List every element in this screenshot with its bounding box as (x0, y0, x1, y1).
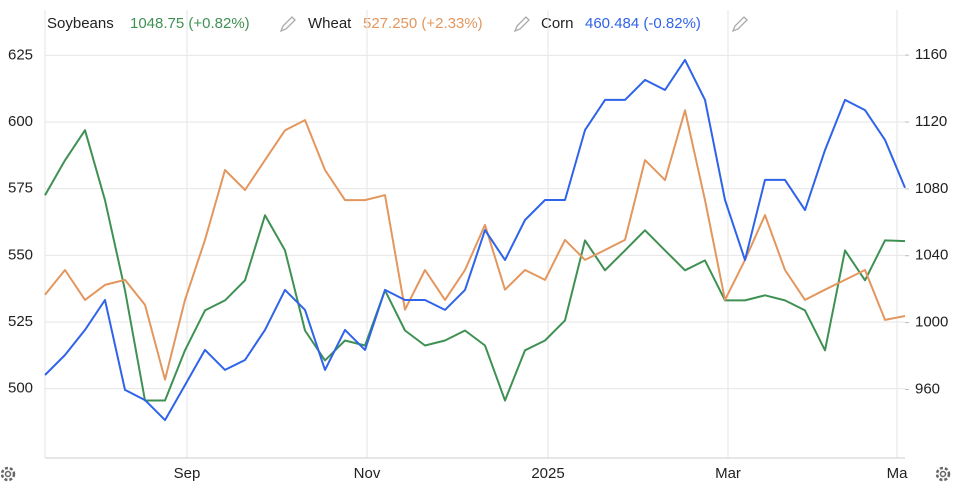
y-tick-label: 550 (8, 246, 33, 263)
x-tick-label: Sep (174, 465, 201, 482)
series-line (44, 58, 906, 422)
series-line (44, 109, 906, 381)
gear-icon[interactable] (0, 466, 16, 482)
x-tick-label: Nov (354, 465, 381, 482)
legend-name: Soybeans (47, 15, 114, 32)
edit-icon[interactable] (731, 16, 748, 33)
series-line (44, 129, 906, 402)
x-tick-label: 2025 (531, 465, 564, 482)
gear-core (939, 470, 947, 478)
x-tick-label: Mar (715, 465, 741, 482)
y-tick-label: 500 (8, 380, 33, 397)
y2-tick-label: 1160 (915, 46, 947, 63)
y2-tick-label: 1080 (915, 180, 948, 197)
legend-value: 460.484 (-0.82%) (585, 15, 701, 32)
y-tick-label: 600 (8, 113, 33, 130)
legend-name: Corn (541, 15, 574, 32)
y2-tick-label: 960 (915, 380, 940, 397)
y2-tick-label: 1040 (915, 247, 948, 264)
y-tick-label: 625 (8, 46, 33, 63)
edit-icon[interactable] (279, 16, 296, 33)
legend-value: 1048.75 (+0.82%) (130, 15, 250, 32)
gear-icon[interactable] (935, 466, 951, 482)
settings-left[interactable] (0, 466, 16, 482)
legend-name: Wheat (308, 15, 352, 32)
legend: Soybeans 1048.75 (+0.82%) Wheat 527.250 (+2… (47, 15, 748, 33)
edit-icon[interactable] (513, 16, 530, 33)
y-tick-label: 575 (8, 180, 33, 197)
settings-right[interactable] (935, 466, 951, 482)
x-tick-label: Ma (887, 465, 908, 482)
y2-tick-label: 1000 (915, 314, 948, 331)
y2-tick-label: 1120 (915, 113, 947, 130)
y-tick-label: 525 (8, 313, 33, 330)
legend-value: 527.250 (+2.33%) (363, 15, 483, 32)
gear-core (4, 470, 12, 478)
